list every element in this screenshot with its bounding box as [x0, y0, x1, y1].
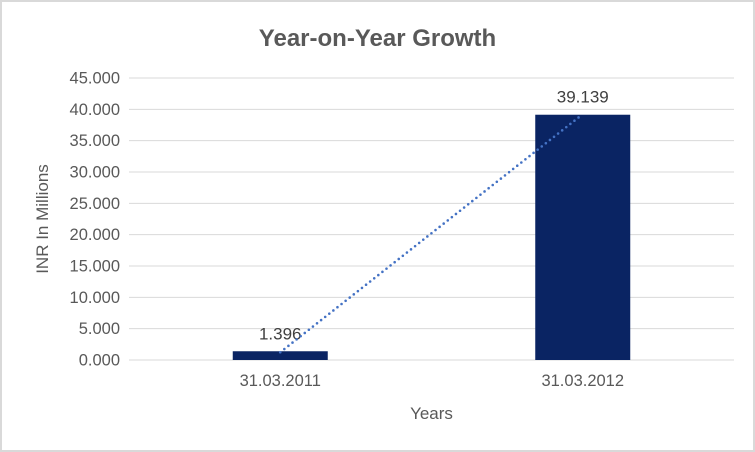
y-tick-label: 40.000	[70, 101, 120, 119]
y-tick-label: 0.000	[79, 352, 120, 370]
y-tick-label: 30.000	[70, 164, 120, 182]
y-tick-label: 15.000	[70, 258, 120, 276]
y-tick-label: 35.000	[70, 132, 120, 150]
y-tick-label: 45.000	[70, 70, 120, 88]
x-axis-title: Years	[410, 404, 453, 423]
bar-data-label: 39.139	[557, 88, 609, 107]
trendline	[278, 114, 583, 354]
y-tick-label: 25.000	[70, 195, 120, 213]
bar	[535, 114, 631, 360]
bar	[232, 351, 328, 360]
y-tick-label: 20.000	[70, 226, 120, 244]
x-category-label: 31.03.2012	[541, 372, 624, 390]
bar-data-label: 1.396	[259, 324, 302, 343]
y-tick-label: 5.000	[79, 320, 120, 338]
chart-title: Year-on-Year Growth	[258, 25, 497, 52]
x-category-label: 31.03.2011	[240, 372, 321, 390]
y-tick-label: 10.000	[70, 289, 120, 307]
